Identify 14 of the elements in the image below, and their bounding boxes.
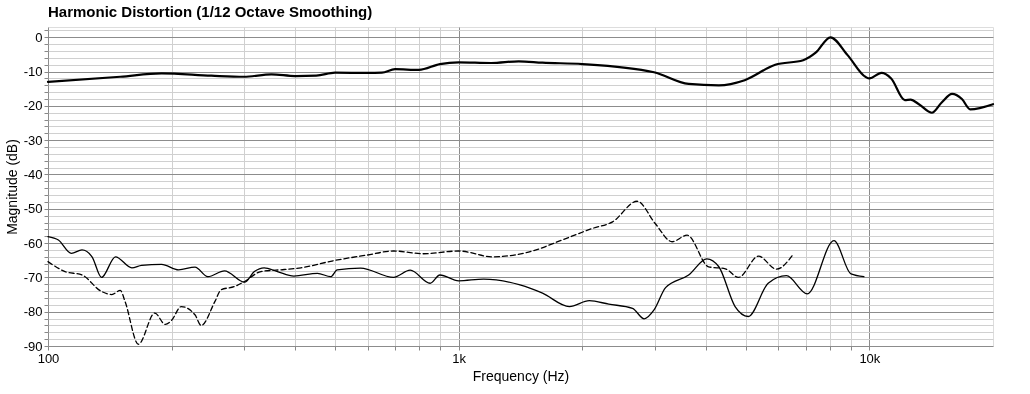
y-tick-label: -60 (23, 235, 43, 251)
y-tick-label: -50 (23, 201, 43, 217)
y-tick-label: -70 (23, 269, 43, 285)
y-tick-label: -80 (23, 304, 43, 320)
x-tick-label: 10k (859, 350, 881, 366)
y-axis-title: Magnitude (dB) (3, 139, 20, 235)
x-axis-title: Frequency (Hz) (472, 367, 570, 384)
chart-title: Harmonic Distortion (1/12 Octave Smoothing) (48, 3, 373, 21)
y-tick-label: -10 (23, 64, 43, 80)
y-tick-label: -30 (23, 132, 43, 148)
x-tick-label: 1k (452, 350, 467, 366)
y-tick-label: 0 (35, 29, 43, 45)
y-tick-label: -40 (23, 166, 43, 182)
y-tick-label: -20 (23, 98, 43, 114)
